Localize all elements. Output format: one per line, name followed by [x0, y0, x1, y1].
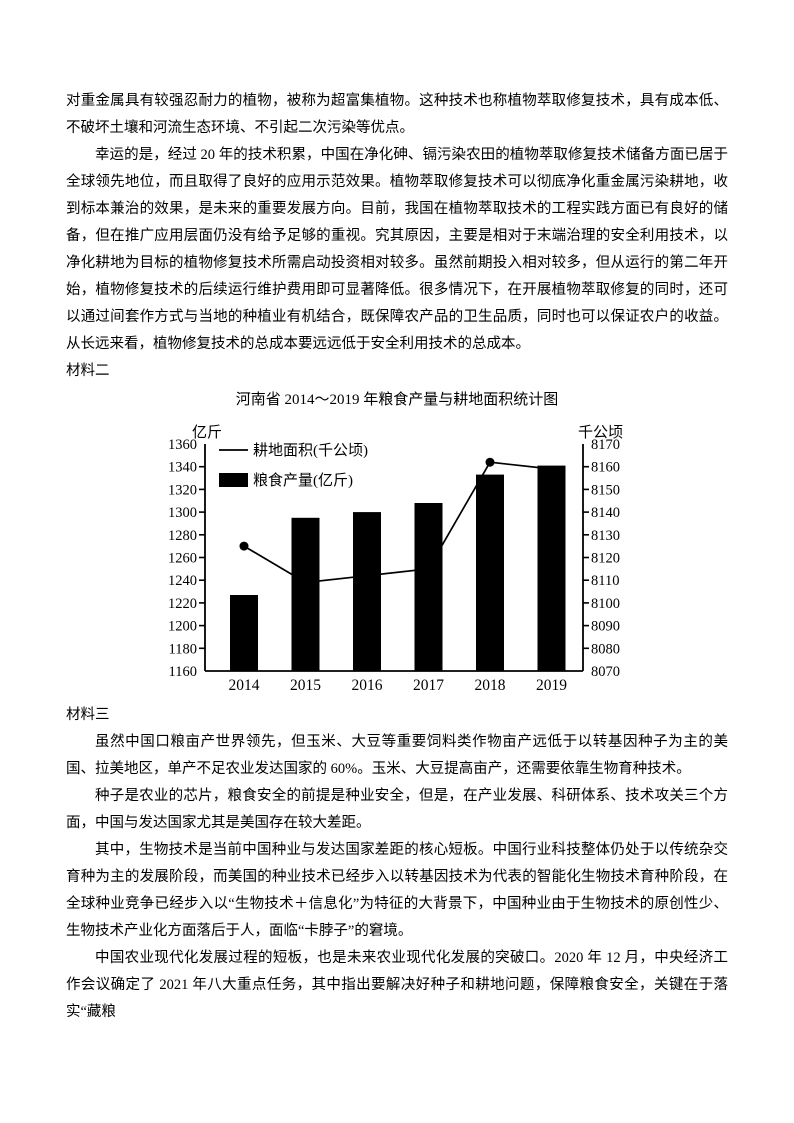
chart-tick-label: 8170 [591, 437, 620, 453]
chart-tick-label: 1180 [168, 641, 196, 657]
bar [352, 512, 381, 671]
chart-tick-label: 8070 [591, 664, 620, 680]
chart-tick-label: 2016 [351, 677, 382, 694]
chart-tick-label: 1300 [168, 505, 197, 521]
chart-tick-label: 1260 [168, 551, 197, 567]
chart-tick-label: 8090 [591, 619, 620, 635]
chart-tick-label: 8080 [591, 641, 620, 657]
line-marker [239, 541, 248, 551]
legend: 耕地面积(千公顷) 粮食产量(亿斤) [218, 441, 368, 489]
chart-tick-label: 2019 [536, 677, 567, 694]
bar [414, 503, 442, 671]
chart-tick-label: 1200 [168, 619, 197, 635]
chart-tick-label: 8130 [591, 528, 620, 544]
document-content: 对重金属具有较强忍耐力的植物，被称为超富集植物。这种技术也称植物萃取修复技术，具… [66, 88, 728, 1026]
paragraph: 对重金属具有较强忍耐力的植物，被称为超富集植物。这种技术也称植物萃取修复技术，具… [66, 93, 728, 136]
chart-tick-label: 8160 [591, 460, 620, 476]
paragraph: 幸运的是，经过 20 年的技术积累，中国在净化砷、镉污染农田的植物萃取修复技术储… [66, 147, 728, 352]
legend-bar-swatch [218, 473, 248, 487]
paragraph: 中国农业现代化发展过程的短板，也是未来农业现代化发展的突破口。2020 年 12… [66, 950, 728, 1020]
chart-tick-label: 2015 [290, 677, 321, 694]
chart-tick-label: 1280 [168, 528, 197, 544]
chart-tick-label: 2017 [413, 677, 444, 694]
bar [537, 465, 565, 671]
chart-tick-label: 1240 [168, 573, 197, 589]
chart-tick-label: 1360 [168, 437, 197, 453]
chart-tick-label: 1220 [168, 596, 197, 612]
chart-tick-label: 粮食产量(亿斤) [253, 472, 353, 489]
chart-tick-label: 1160 [168, 664, 196, 680]
chart-title: 河南省 2014～2019 年粮食产量与耕地面积统计图 [235, 392, 559, 408]
material-heading: 材料二 [66, 363, 110, 379]
chart-tick-label: 8110 [591, 573, 619, 589]
line-marker [485, 457, 494, 467]
chart-tick-label: 2014 [228, 677, 259, 694]
x-axis: 2014 2015 2016 2017 2018 2019 [228, 677, 567, 694]
statistics-chart: 1360 1340 1320 1300 1280 1260 1240 1220 1200 1180… [168, 424, 623, 694]
bar [291, 517, 319, 671]
chart-tick-label: 耕地面积(千公顷) [253, 441, 368, 459]
chart-tick-label: 8140 [591, 505, 620, 521]
chart-block: 河南省 2014～2019 年粮食产量与耕地面积统计图 1360 1340 1320 1… [66, 387, 728, 698]
chart-tick-label: 8100 [591, 596, 620, 612]
chart-tick-label: 亿斤 [191, 424, 221, 441]
material-heading: 材料三 [66, 707, 110, 723]
chart-tick-label: 8120 [591, 551, 620, 567]
paragraph: 虽然中国口粮亩产世界领先，但玉米、大豆等重要饲料类作物亩产远低于以转基因种子为主… [66, 734, 728, 777]
chart-tick-label: 8150 [591, 482, 620, 498]
bar-series [229, 465, 565, 671]
chart-tick-label: 2018 [474, 677, 505, 694]
chart-tick-label: 1340 [168, 460, 197, 476]
bar [475, 474, 504, 671]
paragraph: 种子是农业的芯片，粮食安全的前提是种业安全，但是，在产业发展、科研体系、技术攻关… [66, 788, 728, 831]
chart-area: 1360 1340 1320 1300 1280 1260 1240 1220 1200 1180… [66, 424, 728, 698]
bar [229, 595, 258, 671]
right-axis: 8170 8160 8150 8140 8130 8120 8110 8100 8090 8080… [578, 424, 623, 680]
paragraph: 其中，生物技术是当前中国种业与发达国家差距的核心短板。中国行业科技整体仍处于以传… [66, 842, 728, 939]
chart-tick-label: 千公顷 [578, 424, 623, 441]
left-axis: 1360 1340 1320 1300 1280 1260 1240 1220 1200 1180… [168, 424, 222, 680]
chart-tick-label: 1320 [168, 482, 197, 498]
